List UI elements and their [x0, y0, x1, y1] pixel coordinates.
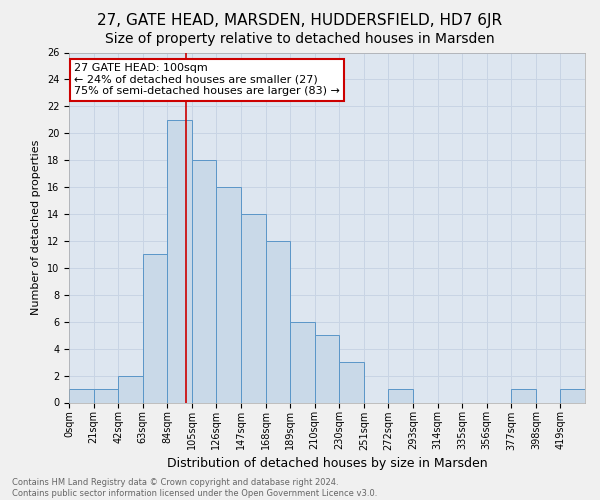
- Y-axis label: Number of detached properties: Number of detached properties: [31, 140, 41, 315]
- Bar: [143, 254, 167, 402]
- Bar: [118, 376, 143, 402]
- Bar: [94, 389, 118, 402]
- Bar: [560, 389, 585, 402]
- Text: 27 GATE HEAD: 100sqm
← 24% of detached houses are smaller (27)
75% of semi-detac: 27 GATE HEAD: 100sqm ← 24% of detached h…: [74, 63, 340, 96]
- Bar: [315, 335, 339, 402]
- Bar: [241, 214, 266, 402]
- Bar: [388, 389, 413, 402]
- Bar: [266, 241, 290, 402]
- Bar: [192, 160, 217, 402]
- X-axis label: Distribution of detached houses by size in Marsden: Distribution of detached houses by size …: [167, 456, 487, 469]
- Bar: [69, 389, 94, 402]
- Bar: [217, 187, 241, 402]
- Bar: [339, 362, 364, 403]
- Bar: [167, 120, 192, 403]
- Bar: [290, 322, 315, 402]
- Text: Contains HM Land Registry data © Crown copyright and database right 2024.
Contai: Contains HM Land Registry data © Crown c…: [12, 478, 377, 498]
- Text: Size of property relative to detached houses in Marsden: Size of property relative to detached ho…: [105, 32, 495, 46]
- Text: 27, GATE HEAD, MARSDEN, HUDDERSFIELD, HD7 6JR: 27, GATE HEAD, MARSDEN, HUDDERSFIELD, HD…: [97, 12, 503, 28]
- Bar: [511, 389, 536, 402]
